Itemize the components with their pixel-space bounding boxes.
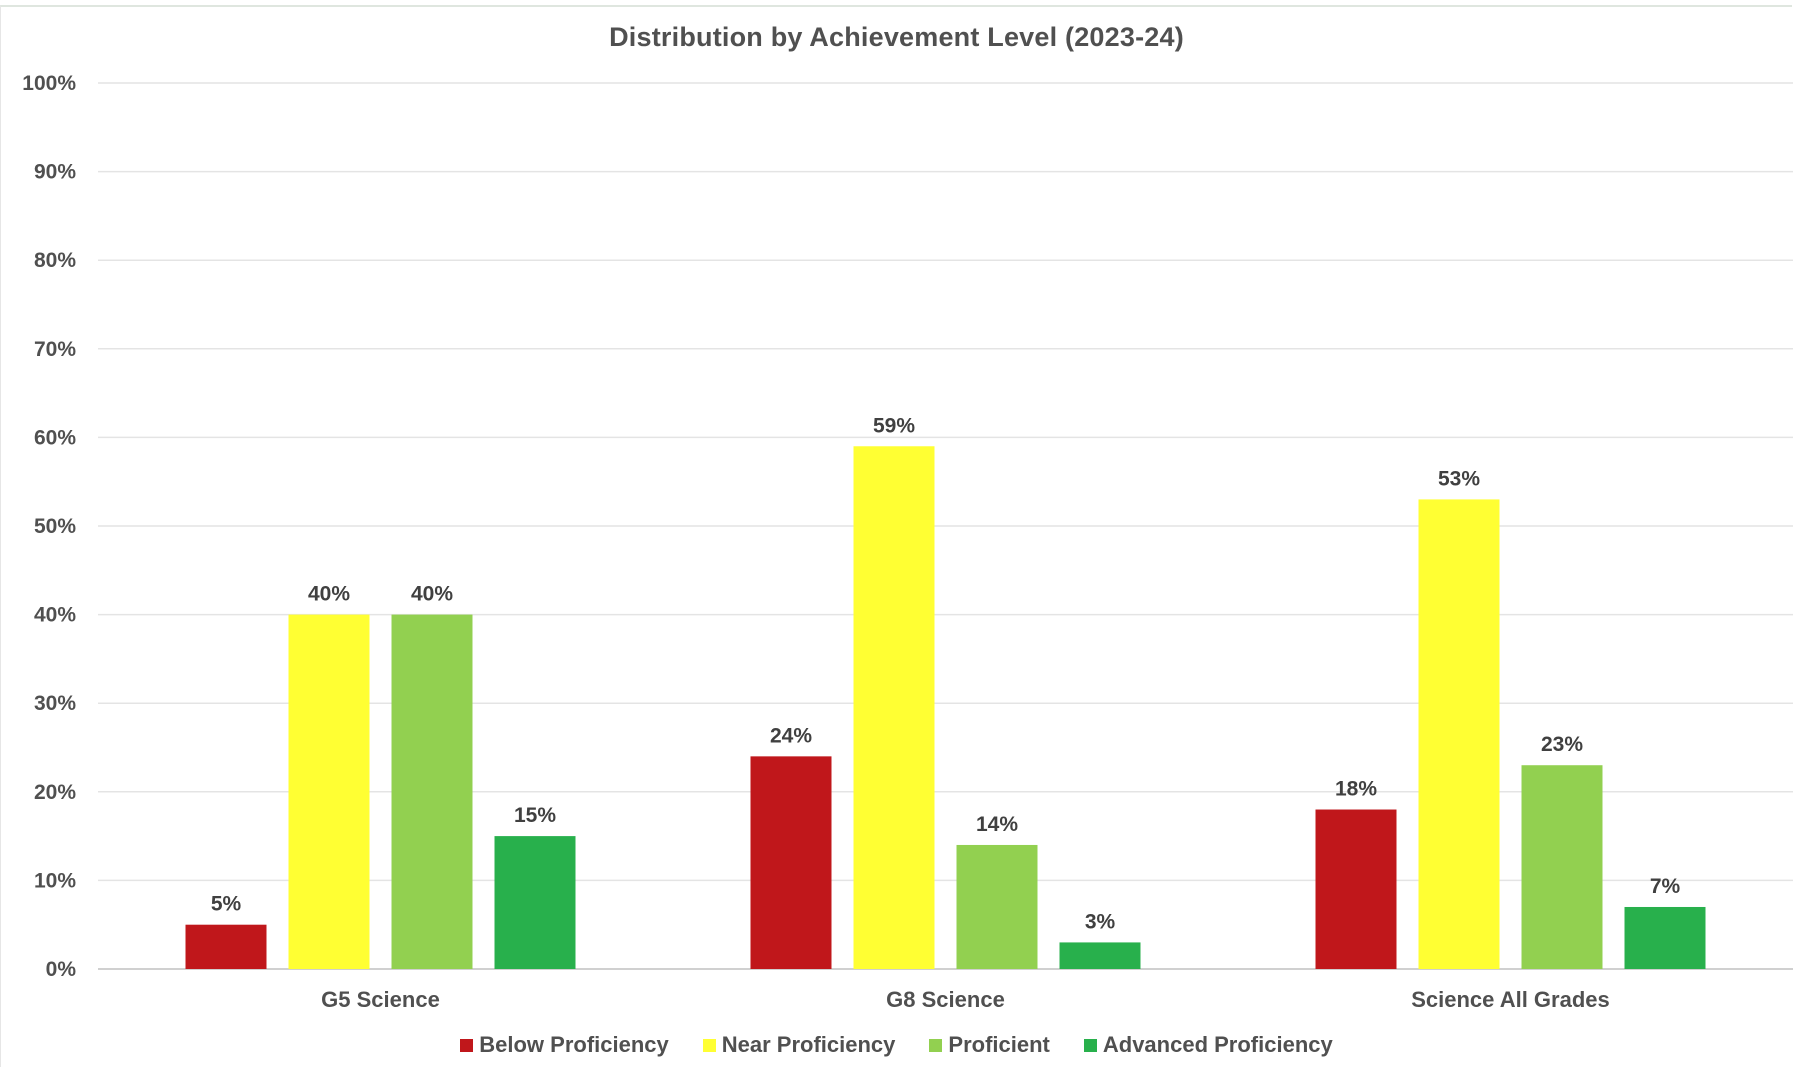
y-tick-label: 80%: [34, 249, 76, 272]
data-label: 14%: [976, 813, 1018, 836]
legend-item: Advanced Proficiency: [1083, 1032, 1333, 1058]
legend-label: Below Proficiency: [479, 1032, 669, 1057]
y-tick-label: 0%: [46, 958, 77, 981]
legend-swatch: [929, 1038, 943, 1052]
bar: [288, 614, 370, 969]
x-category-label: G8 Science: [886, 987, 1005, 1012]
chart-plot: 0% 10% 20% 30% 40% 50% 60% 70% 80% 90% 100% 5% 40% 40…: [22, 72, 1793, 1012]
x-category-label: Science All Grades: [1411, 987, 1610, 1012]
legend-item: Below Proficiency: [460, 1032, 669, 1058]
legend-label: Near Proficiency: [721, 1032, 896, 1057]
bar: [1418, 499, 1500, 969]
bar: [1521, 765, 1603, 969]
bar: [1315, 809, 1397, 969]
data-label: 7%: [1650, 875, 1681, 898]
y-tick-label: 20%: [34, 781, 76, 804]
chart-frame: [0, 5, 1792, 1067]
y-tick-label: 40%: [34, 604, 76, 627]
bar: [1624, 906, 1706, 969]
data-label: 59%: [873, 414, 915, 437]
y-tick-label: 50%: [34, 515, 76, 538]
legend-swatch: [1083, 1038, 1097, 1052]
bar: [750, 756, 832, 969]
bar: [1059, 942, 1141, 969]
data-label: 3%: [1085, 910, 1116, 933]
data-label: 5%: [211, 893, 242, 916]
data-label: 53%: [1438, 467, 1480, 490]
data-label: 23%: [1541, 733, 1583, 756]
y-tick-label: 90%: [34, 161, 76, 184]
data-label: 18%: [1335, 778, 1377, 801]
legend-item: Proficient: [929, 1032, 1050, 1058]
data-label: 24%: [770, 724, 812, 747]
legend-label: Proficient: [948, 1032, 1050, 1057]
chart-legend: Below Proficiency Near Proficiency Profici…: [0, 1032, 1793, 1058]
y-tick-label: 60%: [34, 426, 76, 449]
bar: [494, 836, 576, 969]
x-category-label: G5 Science: [321, 987, 440, 1012]
y-tick-label: 70%: [34, 338, 76, 361]
data-label: 40%: [308, 583, 350, 606]
legend-swatch: [702, 1038, 716, 1052]
chart-title: Distribution by Achievement Level (2023-…: [609, 22, 1184, 52]
bar: [853, 446, 935, 969]
y-tick-label: 30%: [34, 692, 76, 715]
data-label: 15%: [514, 804, 556, 827]
legend-item: Near Proficiency: [702, 1032, 896, 1058]
y-tick-label: 100%: [22, 72, 76, 95]
data-label: 40%: [411, 583, 453, 606]
y-tick-label: 10%: [34, 869, 76, 892]
legend-label: Advanced Proficiency: [1102, 1032, 1333, 1057]
bar: [391, 614, 473, 969]
bar: [185, 924, 267, 969]
legend-swatch: [460, 1038, 474, 1052]
bar: [956, 844, 1038, 969]
